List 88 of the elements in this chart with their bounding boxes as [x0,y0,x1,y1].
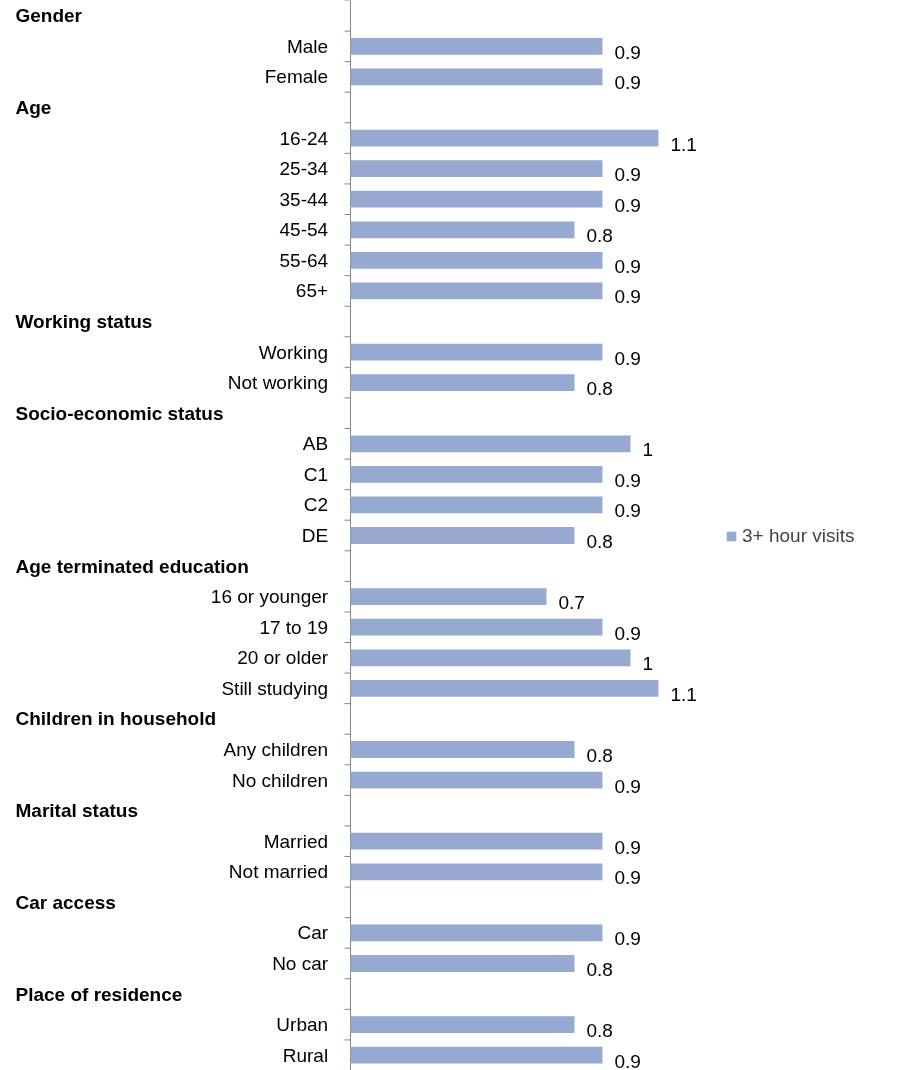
text: Children in household [15,708,217,730]
data-label: 0.9 [614,286,641,308]
y-tick-label: 45-54 [279,219,329,241]
y-tick-label: Male [286,35,329,57]
data-label: 1 [642,439,654,461]
bar [350,129,659,147]
bar [350,863,603,881]
bar [350,588,547,606]
y-tick-label: Car [297,922,329,944]
text: Gender [15,5,83,27]
bar [350,771,603,789]
text: Working status [15,311,153,332]
y-tick-label: Still studying [221,677,329,699]
bar [350,618,603,636]
data-label: 0.8 [586,1020,613,1042]
y-tick-label: 35-44 [279,188,329,210]
data-label: 0.8 [586,225,613,247]
bar [350,924,603,942]
y-tick-label: C1 [303,463,329,485]
data-label: 0.9 [614,255,641,277]
bar [350,435,631,453]
bar [350,190,603,208]
data-label: 0.9 [614,836,641,858]
text: Place of residence [15,983,183,1005]
y-tick-label: Rural [282,1044,329,1066]
y-tick-label: AB [302,433,329,455]
y-tick-label: No car [272,953,329,974]
bar [350,679,659,697]
bar [350,955,575,972]
bar [350,496,603,514]
data-label: 0.9 [614,194,641,216]
bar [350,1046,603,1064]
y-tick-label: Female [264,66,329,88]
data-label: 0.8 [586,745,613,766]
bar [350,37,603,55]
bar [350,221,575,239]
data-label: 0.7 [558,592,585,614]
data-label: 0.9 [614,41,641,63]
bar [350,741,575,758]
text: Socio-economic status [15,402,224,424]
bar [350,68,603,86]
data-label: 0.8 [586,378,613,400]
data-label: 0.9 [614,928,641,950]
y-tick-label: 17 to 19 [259,616,329,638]
legend-label: 3+ hour visits [742,525,855,547]
bar [350,832,603,850]
y-tick-label: Not working [227,372,329,394]
y-tick-label: 20 or older [237,647,329,669]
data-label: 0.9 [614,72,641,94]
data-label: 0.8 [586,959,613,980]
y-tick-label: Working [258,341,329,363]
data-label: 1.1 [670,683,697,705]
bar [350,282,603,300]
bar [350,649,631,667]
y-tick-label: C2 [303,494,329,516]
text: Age [15,97,52,118]
data-label: 0.9 [614,164,641,186]
bar [350,251,603,269]
y-tick-label: No children [232,769,329,791]
bar [350,343,603,361]
data-label: 0.9 [614,500,641,522]
y-tick-label: 65+ [295,280,329,302]
bar [350,1016,575,1034]
data-label: 1 [642,653,654,675]
y-tick-label: Urban [276,1014,329,1036]
data-label: 0.9 [614,1050,641,1070]
data-label: 0.9 [614,622,641,644]
bar [350,374,575,392]
y-tick-label: Married [263,830,329,852]
text: Marital status [15,800,138,822]
data-label: 0.9 [614,469,641,491]
y-tick-label: DE [301,525,329,546]
y-tick-label: 16 or younger [210,586,329,608]
y-tick-label: Any children [223,739,329,760]
y-tick-label: 55-64 [279,249,329,271]
data-label: 1.1 [670,133,697,155]
data-label: 0.9 [614,775,641,797]
data-label: 0.9 [614,347,641,369]
text: Car access [15,891,116,913]
text: Age terminated education [15,555,249,577]
y-tick-label: 25-34 [279,158,329,180]
data-label: 0.8 [586,531,613,552]
bar [350,527,575,544]
data-label: 0.9 [614,867,641,889]
bar [350,160,603,178]
y-tick-label: 16-24 [279,127,329,149]
bar [350,465,603,483]
y-tick-label: Not married [228,861,329,883]
